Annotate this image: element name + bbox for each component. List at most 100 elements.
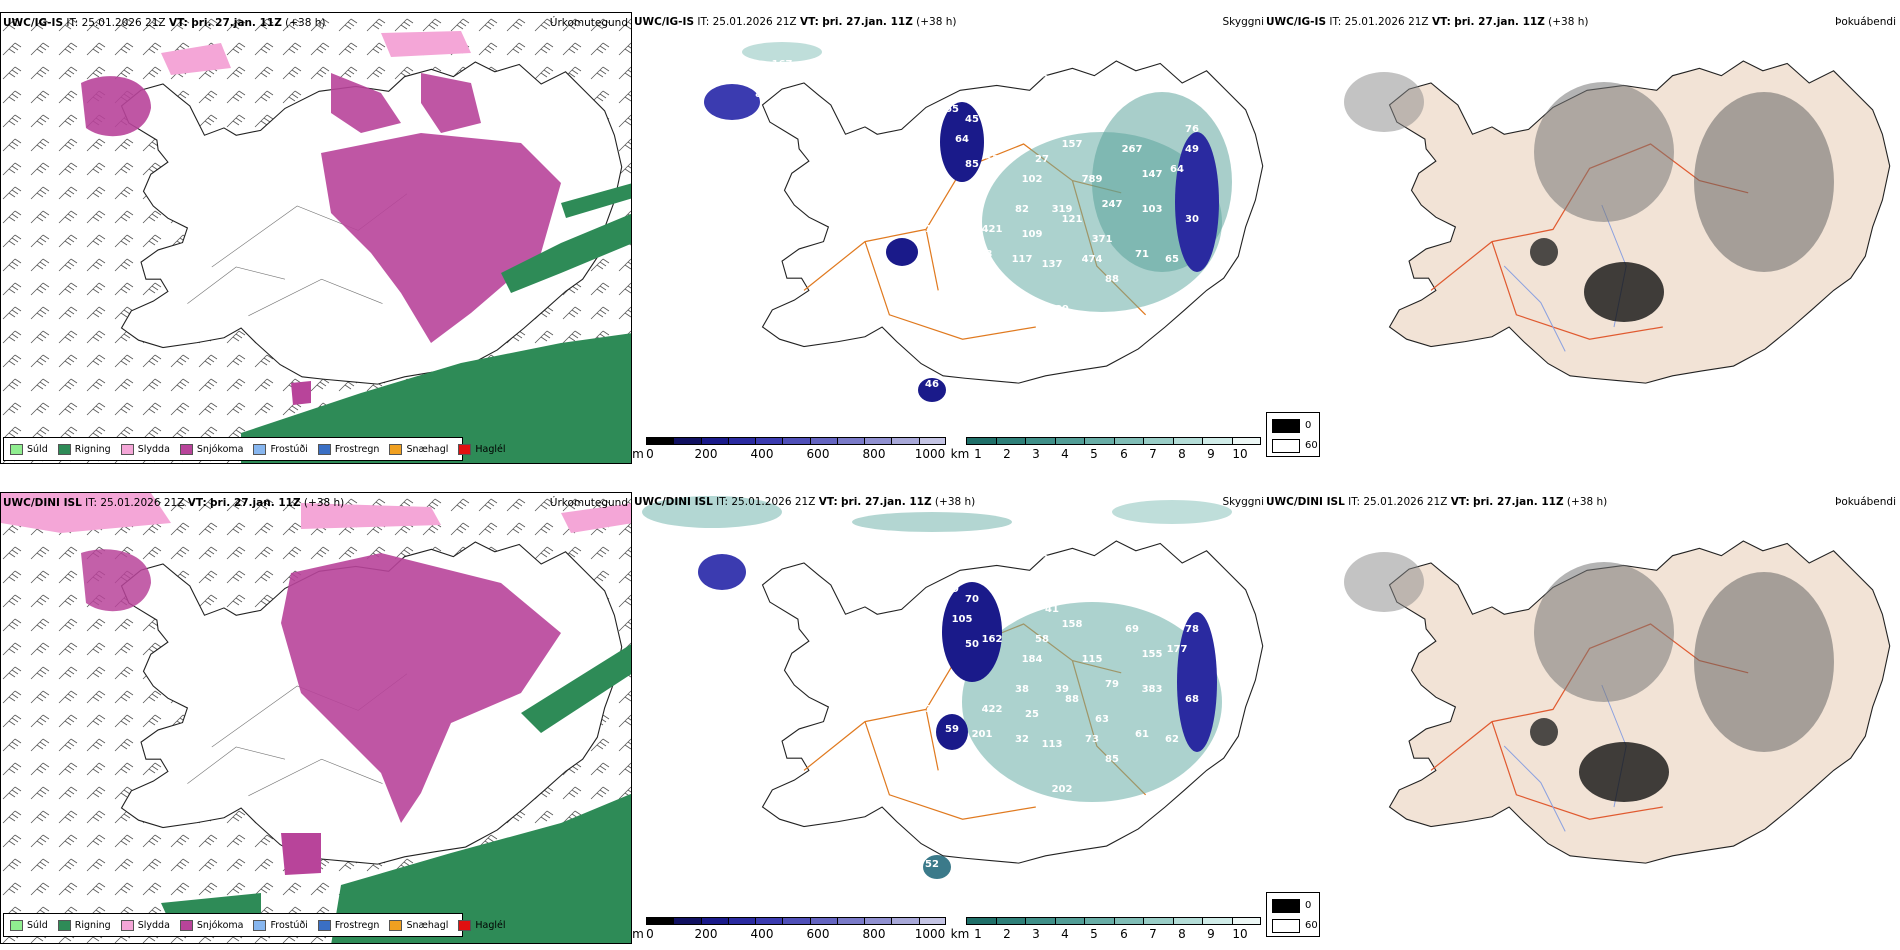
vis-colorbar-ticks-row2: km 1 2 3 4 5 6 7 8 9 10 [950,927,1248,941]
fog-legend-row1: 0 60 [1266,412,1320,457]
colorbar-segment [1085,438,1115,444]
cloud-number-label: 39 [1055,684,1069,695]
fog-map-row2 [1344,540,1891,864]
legend-item: Slydda [120,919,170,931]
legend-swatch [1272,419,1300,433]
cloud-number-label: 365 [1042,554,1063,565]
snow-areas-row2 [1,493,631,875]
cloud-number-label: 109 [1022,229,1043,240]
precip-type-panel-row2: UWC/DINI ISL IT: 25.01.2026 21Z VT: þri.… [0,492,632,944]
colorbar-segment [674,918,702,924]
cloud-number-label: 383 [1142,684,1163,695]
colorbar-segment [1114,918,1144,924]
legend-item: Frostúði [253,919,308,931]
cloud-number-label: 102 [1022,174,1043,185]
legend-item: Snæhagl [389,443,448,455]
cloud-number-label: 69 [1125,624,1139,635]
cloud-number-label: 115 [1082,654,1103,665]
legend-item: Haglél [458,919,506,931]
cloud-number-label: 76 [1185,124,1199,135]
cloud-number-label: 102 [732,64,753,75]
vis-colorbar-row1 [966,437,1261,445]
colorbar-segment [783,918,811,924]
colorbar-segment [728,918,757,924]
cloud-number-label: 64 [1170,164,1184,175]
colorbar-segment [919,438,945,444]
cloud-number-label: 65 [1165,254,1179,265]
fog-map-row1 [1344,60,1891,384]
legend-item: Snæhagl [389,919,448,931]
cloud-number-label: 30 [1185,214,1199,225]
cloud-number-label: 113 [1042,739,1063,750]
colorbar-segment [837,918,866,924]
vis-colorbar-row2 [966,917,1261,925]
cloud-label-row1: Skyggni [1222,16,1265,28]
cloud-number-label: 36 [925,704,939,715]
panel-title-row2-c: UWC/DINI ISL IT: 25.01.2026 21Z VT: þri.… [1266,496,1608,508]
precip-legend-row2: Súld Rigning Slydda Snjókoma Frostúði Fr… [3,913,506,937]
colorbar-segment [1232,438,1260,444]
cloud-number-label: 103 [1142,204,1163,215]
colorbar-segment [810,438,838,444]
cloud-number-label: 46 [925,379,939,390]
legend-item: Snjókoma [179,443,243,455]
legend-item: Frostregn [317,919,379,931]
colorbar-segment [865,918,893,924]
cloud-number-label: 96 [745,119,759,130]
fog-label-row1: Þokuábendi [1835,16,1896,28]
cloud-number-label: 49 [1185,144,1199,155]
cloud-number-label: 121 [1062,214,1083,225]
colorbar-segment [1026,438,1056,444]
cloud-number-label: 62 [1165,734,1179,745]
cloud-number-label: 137 [1042,259,1063,270]
cloud-panel-row2: 198 207 89 83 108 59 70 141 288 365 62 65 105 162 41 15… [632,492,1264,944]
height-colorbar-ticks-row1: m 0 200 400 600 800 1000 [632,447,946,461]
cloud-number-label: 184 [1022,654,1043,665]
colorbar-segment [967,438,997,444]
cloud-number-label: 10 [925,224,939,235]
cloud-number-label: 59 [945,724,959,735]
cloud-number-label: 32 [1015,734,1029,745]
cloud-number-label: 88 [1065,694,1079,705]
cloud-number-label: 63 [1095,714,1109,725]
precip-type-label-row2: Úrkomutegund [549,497,628,509]
colorbar-segment [1203,438,1233,444]
cloud-base-fields-row2 [698,554,1217,879]
colorbar-segment [1203,918,1233,924]
vis-fields-row2 [642,496,1232,802]
panel-title-row1-b: UWC/IG-IS IT: 25.01.2026 21Z VT: þri. 27… [634,16,957,28]
cloud-number-label: 307 [1042,74,1063,85]
colorbar-segment [701,918,729,924]
cloud-number-label: 53 [985,154,999,165]
cloud-number-label: 71 [1135,249,1149,260]
cloud-number-label: 267 [1122,144,1143,155]
cloud-number-label: 68 [1185,694,1199,705]
cloud-map-row1: 102 167 70 88 96 65 45 105 59 307 145 63 64 53 184 157 7… [704,42,1264,402]
cloud-panel-row1: 102 167 70 88 96 65 45 105 59 307 145 63 64 53 184 157 7… [632,12,1264,464]
cloud-number-label: 201 [972,729,993,740]
cloud-number-label: 145 [1072,99,1093,110]
cloud-number-label: 88 [755,89,769,100]
panel-title-row2-b: UWC/DINI ISL IT: 25.01.2026 21Z VT: þri.… [634,496,976,508]
panel-title-row1-a: UWC/IG-IS IT: 25.01.2026 21Z VT: þri. 27… [3,17,326,29]
legend-item: Súld [10,443,48,455]
cloud-number-label: 288 [1012,579,1033,590]
cloud-number-label: 41 [1045,604,1059,615]
legend-item: Haglél [458,443,506,455]
cloud-number-label: 422 [982,704,1003,715]
cloud-number-label: 82 [1015,204,1029,215]
cloud-number-label: 202 [1052,784,1073,795]
fog-panel-row1: UWC/IG-IS IT: 25.01.2026 21Z VT: þri. 27… [1264,12,1900,464]
cloud-label-row2: Skyggni [1222,496,1265,508]
cloud-number-label: 184 [1042,124,1063,135]
legend-item: Súld [10,919,48,931]
cloud-number-label: 421 [982,224,1003,235]
cloud-number-label: 85 [965,159,979,170]
cloud-number-label: 37 [1185,604,1199,615]
cloud-number-label: 45 [965,114,979,125]
cloud-number-label: 62 [1075,579,1089,590]
fog-label-row2: Þokuábendi [1835,496,1896,508]
panel-title-row1-c: UWC/IG-IS IT: 25.01.2026 21Z VT: þri. 27… [1266,16,1589,28]
cloud-number-label: 52 [925,859,939,870]
